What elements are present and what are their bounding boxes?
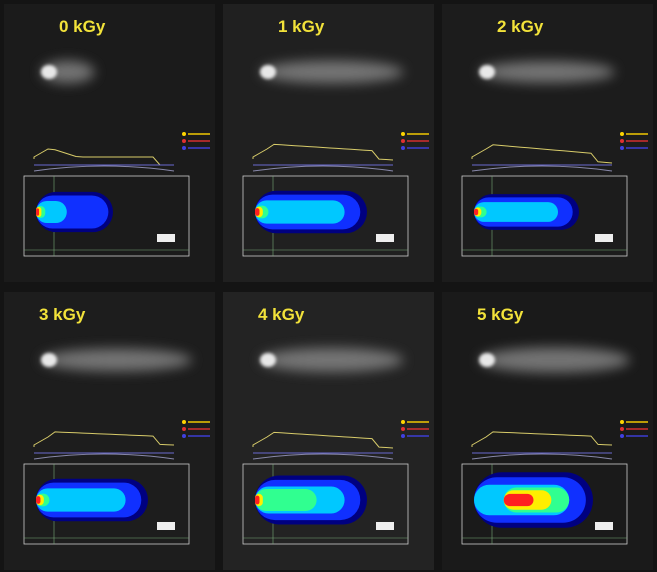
legend-line bbox=[407, 133, 429, 135]
comet-head bbox=[41, 353, 57, 367]
panel-bg bbox=[223, 292, 434, 570]
comet-tail bbox=[260, 61, 404, 84]
comet-head bbox=[479, 65, 495, 79]
panel: 2 kGy bbox=[442, 4, 653, 282]
legend-dot bbox=[182, 132, 186, 136]
legend-dot bbox=[401, 434, 405, 438]
legend-dot bbox=[182, 434, 186, 438]
dose-label: 3 kGy bbox=[39, 305, 86, 324]
legend-dot bbox=[620, 420, 624, 424]
panel-bg bbox=[223, 4, 434, 282]
legend-dot bbox=[401, 132, 405, 136]
legend-line bbox=[188, 140, 210, 142]
legend-line bbox=[407, 140, 429, 142]
heatmap-contour bbox=[36, 208, 39, 215]
heatmap-contour bbox=[255, 489, 317, 511]
panel: 5 kGy bbox=[442, 292, 653, 570]
dose-label: 2 kGy bbox=[497, 17, 544, 36]
figure: 0 kGy 1 kGy 2 kGy 3 kGy 4 kGy 5 kGy bbox=[0, 0, 657, 572]
legend-line bbox=[626, 428, 648, 430]
legend-line bbox=[626, 133, 648, 135]
dose-label: 1 kGy bbox=[278, 17, 325, 36]
legend-line bbox=[407, 421, 429, 423]
panel: 3 kGy bbox=[4, 292, 215, 570]
comet-head bbox=[479, 353, 495, 367]
legend-line bbox=[407, 435, 429, 437]
dose-label: 4 kGy bbox=[258, 305, 305, 324]
comet-head bbox=[260, 65, 276, 79]
legend-dot bbox=[182, 427, 186, 431]
scale-box bbox=[157, 522, 175, 530]
legend-dot bbox=[620, 434, 624, 438]
heatmap-contour bbox=[474, 209, 478, 215]
legend-dot bbox=[620, 427, 624, 431]
legend-line bbox=[626, 435, 648, 437]
heatmap-contour bbox=[255, 496, 259, 505]
legend-dot bbox=[620, 132, 624, 136]
comet-head bbox=[260, 353, 276, 367]
panel: 0 kGy bbox=[4, 4, 215, 282]
legend-line bbox=[626, 421, 648, 423]
comet-tail bbox=[41, 349, 192, 372]
scale-box bbox=[376, 234, 394, 242]
panel-bg bbox=[4, 292, 215, 570]
panel-bg bbox=[4, 4, 215, 282]
comet-head bbox=[41, 65, 57, 79]
comet-tail bbox=[479, 61, 615, 83]
scale-box bbox=[595, 522, 613, 530]
legend-dot bbox=[182, 146, 186, 150]
legend-dot bbox=[182, 420, 186, 424]
legend-dot bbox=[620, 139, 624, 143]
scale-box bbox=[376, 522, 394, 530]
legend-dot bbox=[401, 420, 405, 424]
comet-tail bbox=[260, 348, 404, 372]
legend-dot bbox=[401, 146, 405, 150]
heatmap-contour bbox=[36, 496, 40, 504]
panel: 4 kGy bbox=[223, 292, 434, 570]
dose-label: 0 kGy bbox=[59, 17, 106, 36]
scale-box bbox=[595, 234, 613, 242]
legend-line bbox=[626, 147, 648, 149]
dose-label: 5 kGy bbox=[477, 305, 524, 324]
legend-line bbox=[188, 421, 210, 423]
comet-tail bbox=[479, 347, 630, 372]
heatmap-contour bbox=[504, 494, 534, 506]
legend-line bbox=[188, 133, 210, 135]
legend-line bbox=[407, 147, 429, 149]
legend-line bbox=[407, 428, 429, 430]
legend-line bbox=[188, 435, 210, 437]
legend-dot bbox=[401, 427, 405, 431]
legend-dot bbox=[401, 139, 405, 143]
legend-line bbox=[188, 428, 210, 430]
scale-box bbox=[157, 234, 175, 242]
legend-dot bbox=[182, 139, 186, 143]
panel: 1 kGy bbox=[223, 4, 434, 282]
legend-line bbox=[626, 140, 648, 142]
heatmap-contour bbox=[255, 208, 259, 216]
legend-dot bbox=[620, 146, 624, 150]
legend-line bbox=[188, 147, 210, 149]
panel-bg bbox=[442, 4, 653, 282]
panel-bg bbox=[442, 292, 653, 570]
